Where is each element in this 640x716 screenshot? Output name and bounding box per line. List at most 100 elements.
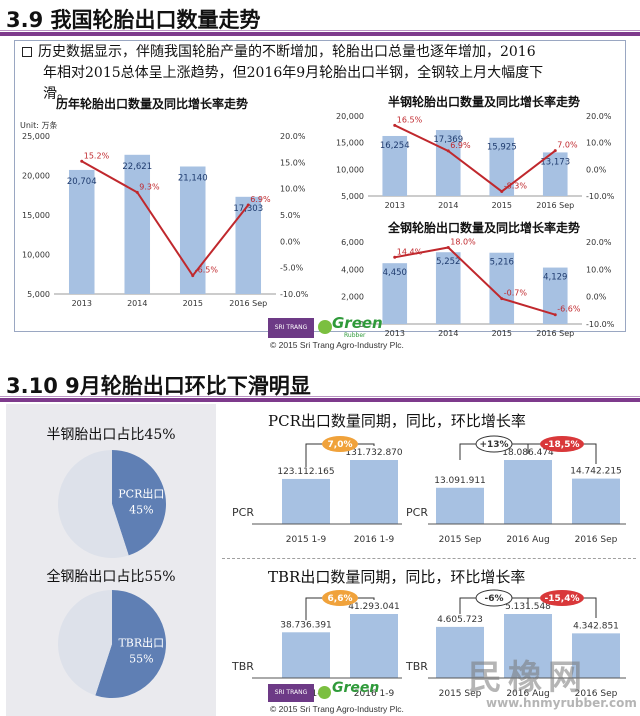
logo-rubber-text: Rubber	[344, 332, 366, 339]
chart-title: 全钢轮胎出口数量及同比增长率走势	[387, 220, 580, 235]
change-badge	[322, 436, 358, 452]
line-point	[393, 123, 397, 127]
pie-panel: 半钢胎出口占比45% PCR出口 45% 全钢胎出口占比55% TBR出口 55%	[6, 404, 216, 716]
bar-value-label: 14.742.215	[570, 467, 622, 477]
pie-slice-value: 55%	[129, 653, 153, 666]
y2-tick-label: -10.0%	[586, 320, 615, 329]
bar-value-label: 5,252	[436, 257, 460, 267]
bar	[436, 487, 484, 524]
y2-tick-label: -10.0%	[586, 192, 615, 201]
logo-badge: SRI TRANG	[268, 684, 314, 702]
bar-value-label: 131.732.870	[345, 448, 403, 458]
bar	[179, 166, 206, 294]
y2-tick-label: 20.0%	[280, 132, 306, 141]
line-value-label: -6.6%	[557, 305, 581, 314]
x-tick-label: 2014	[438, 201, 458, 210]
sri-trang-logo-2: SRI TRANG Green	[268, 680, 380, 706]
bar-value-label: 20,704	[67, 177, 97, 187]
logo-brand: SRI TRANG	[274, 324, 308, 331]
title-underline-thin	[0, 396, 640, 397]
line-value-label: 15.2%	[84, 151, 110, 160]
pcr-comparison-chart: PCR PCR 123.112.165 2015 1-9 131.732.870 2016…	[232, 435, 626, 545]
yoy-badge	[475, 435, 513, 453]
y2-tick-label: 5.0%	[280, 211, 301, 220]
bar-value-label: 38.736.391	[280, 620, 332, 630]
bullet-line-3: 滑。	[43, 86, 71, 102]
pie-slice-label: PCR出口	[118, 486, 164, 500]
copyright-text: © 2015 Sri Trang Agro-Industry Plc.	[270, 704, 404, 714]
bar-value-label: 41.293.041	[348, 602, 400, 612]
x-tick-label: 2015	[492, 201, 512, 210]
leaf-icon	[318, 686, 331, 699]
y-tick-label: 4,000	[341, 265, 364, 274]
bar-value-label: 17,369	[433, 135, 463, 145]
row-label: TBR	[231, 660, 254, 673]
bar-value-label: 4,129	[543, 273, 567, 283]
bar-value-label: 13.091.911	[434, 476, 486, 486]
pie-slice	[58, 450, 129, 558]
mom-badge-label: -15,4%	[545, 594, 580, 604]
x-tick-label: 2016 Sep	[536, 329, 574, 338]
line-point	[191, 274, 195, 278]
line-value-label: 14.4%	[397, 247, 423, 256]
section-title-3-9: 3.9 我国轮胎出口数量走势	[0, 0, 640, 36]
line-point	[500, 297, 504, 301]
y2-tick-label: 0.0%	[586, 165, 607, 174]
bar	[504, 460, 552, 524]
line-point	[393, 255, 397, 259]
y2-tick-label: 10.0%	[586, 139, 612, 148]
title-underline-thin	[0, 30, 640, 31]
x-tick-label: 2013	[385, 329, 405, 338]
semi-steel-export-chart: 半钢轮胎出口数量及同比增长率走势 5,000 10,000 15,000 20,000 -…	[336, 94, 615, 210]
leaf-icon	[318, 320, 332, 334]
line-value-label: 18.0%	[450, 237, 476, 246]
bar	[382, 135, 408, 196]
chart-title: 半钢轮胎出口数量及同比增长率走势	[388, 94, 580, 109]
y-tick-label: 5,000	[341, 192, 364, 201]
bar	[235, 196, 262, 294]
change-badge	[322, 590, 358, 606]
line-point	[553, 313, 557, 317]
line-value-label: 6.9%	[250, 195, 271, 204]
bar-value-label: 13,173	[540, 157, 570, 167]
sri-trang-logo: SRI TRANG Green Rubber	[268, 314, 383, 340]
line-point	[500, 189, 504, 193]
y2-tick-label: -5.0%	[280, 264, 304, 273]
bar	[504, 614, 552, 678]
line-point	[553, 149, 557, 153]
bar	[68, 169, 95, 294]
watermark-url: www.hnmyrubber.com	[486, 696, 637, 710]
x-tick-label: 2016 Aug	[506, 535, 549, 545]
y-tick-label: 0	[359, 320, 364, 329]
y-tick-label: 25,000	[22, 132, 50, 141]
tbr-share-pie: TBR出口 55%	[57, 590, 166, 698]
change-badge-label: 6,6%	[328, 594, 353, 604]
x-tick-label: 2016 Aug	[506, 689, 549, 699]
bar-value-label: 123.112.165	[277, 467, 334, 477]
x-tick-label: 2015	[183, 299, 203, 308]
bar-value-label: 15,925	[487, 143, 517, 153]
bar	[382, 263, 408, 324]
growth-rate-line	[394, 124, 556, 193]
x-tick-label: 2016 1-9	[354, 535, 395, 545]
bullet-paragraph: 历史数据显示，伴随我国轮胎产量的不断增加，轮胎出口总量也逐年增加，2016 年相…	[22, 42, 622, 105]
y-tick-label: 10,000	[22, 251, 50, 260]
checkbox-bullet-icon	[22, 47, 32, 57]
x-tick-label: 2013	[72, 299, 92, 308]
section-title-3-10: 3.10 9月轮胎出口环比下滑明显	[0, 366, 640, 402]
x-tick-label: 2016 Sep	[536, 201, 574, 210]
x-tick-label: 2015 1-9	[286, 535, 327, 545]
y-tick-label: 2,000	[341, 293, 364, 302]
bullet-line-2: 年相对2015总体呈上涨趋势，但2016年9月轮胎出口半钢，全钢较上月大幅度下	[43, 65, 544, 81]
x-tick-label: 2016 Sep	[575, 535, 618, 545]
x-tick-label: 2014	[438, 329, 458, 338]
bar-value-label: 17,303	[233, 204, 263, 214]
mom-badge	[540, 436, 584, 452]
row-label: TBR	[405, 660, 428, 673]
bar-value-label: 22,621	[122, 162, 152, 172]
copyright-text: © 2015 Sri Trang Agro-Industry Plc.	[270, 340, 404, 350]
line-point	[80, 159, 84, 163]
section-heading: 3.10 9月轮胎出口环比下滑明显	[6, 374, 311, 398]
tbr-chart-title: TBR出口数量同期，同比，环比增长率	[268, 568, 526, 586]
